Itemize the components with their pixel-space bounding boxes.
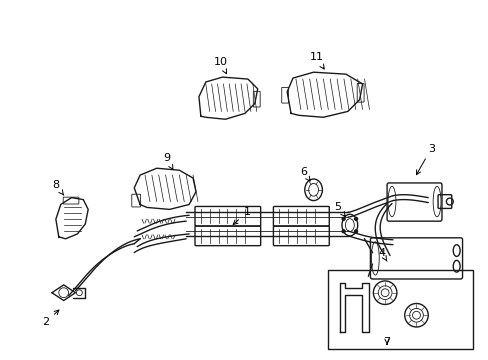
Text: 3: 3 <box>416 144 434 175</box>
Text: 7: 7 <box>383 337 390 347</box>
Text: 6: 6 <box>300 167 309 181</box>
Bar <box>327 270 472 348</box>
Text: 8: 8 <box>52 180 63 195</box>
Circle shape <box>342 217 345 220</box>
Text: 10: 10 <box>213 57 227 74</box>
Text: 9: 9 <box>163 153 173 169</box>
Circle shape <box>342 230 345 233</box>
Text: 2: 2 <box>42 310 59 327</box>
Text: 4: 4 <box>378 248 386 261</box>
Text: 1: 1 <box>233 207 250 225</box>
Text: 11: 11 <box>309 53 324 69</box>
Circle shape <box>354 230 357 233</box>
Text: 5: 5 <box>334 202 345 216</box>
Circle shape <box>354 217 357 220</box>
